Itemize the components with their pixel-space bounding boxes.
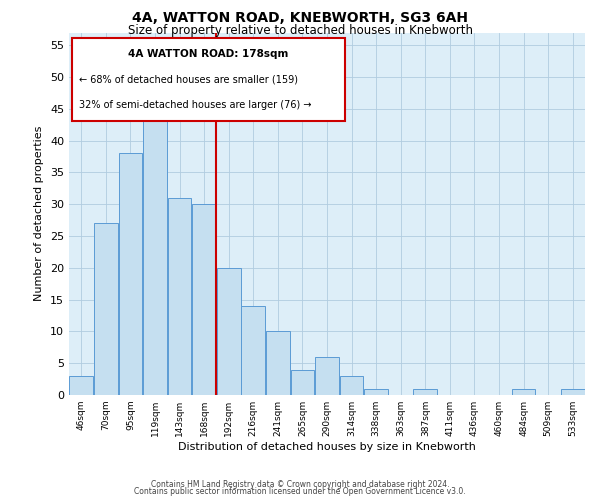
Bar bbox=[192, 204, 216, 395]
Bar bbox=[167, 198, 191, 395]
Bar bbox=[94, 224, 118, 395]
Bar bbox=[217, 268, 241, 395]
Bar bbox=[70, 376, 93, 395]
Bar bbox=[413, 388, 437, 395]
Text: 32% of semi-detached houses are larger (76) →: 32% of semi-detached houses are larger (… bbox=[79, 100, 312, 110]
FancyBboxPatch shape bbox=[71, 38, 345, 121]
Text: Size of property relative to detached houses in Knebworth: Size of property relative to detached ho… bbox=[128, 24, 473, 37]
Bar bbox=[561, 388, 584, 395]
Text: ← 68% of detached houses are smaller (159): ← 68% of detached houses are smaller (15… bbox=[79, 74, 298, 85]
Bar bbox=[119, 154, 142, 395]
Bar bbox=[290, 370, 314, 395]
Y-axis label: Number of detached properties: Number of detached properties bbox=[34, 126, 44, 302]
Text: 4A WATTON ROAD: 178sqm: 4A WATTON ROAD: 178sqm bbox=[128, 49, 289, 59]
Bar bbox=[143, 102, 167, 395]
Text: Contains HM Land Registry data © Crown copyright and database right 2024.: Contains HM Land Registry data © Crown c… bbox=[151, 480, 449, 489]
Text: Contains public sector information licensed under the Open Government Licence v3: Contains public sector information licen… bbox=[134, 488, 466, 496]
Bar bbox=[512, 388, 535, 395]
Bar bbox=[364, 388, 388, 395]
Bar bbox=[266, 332, 290, 395]
X-axis label: Distribution of detached houses by size in Knebworth: Distribution of detached houses by size … bbox=[178, 442, 476, 452]
Bar bbox=[315, 357, 339, 395]
Text: 4A, WATTON ROAD, KNEBWORTH, SG3 6AH: 4A, WATTON ROAD, KNEBWORTH, SG3 6AH bbox=[132, 11, 468, 25]
Bar bbox=[340, 376, 364, 395]
Bar bbox=[241, 306, 265, 395]
